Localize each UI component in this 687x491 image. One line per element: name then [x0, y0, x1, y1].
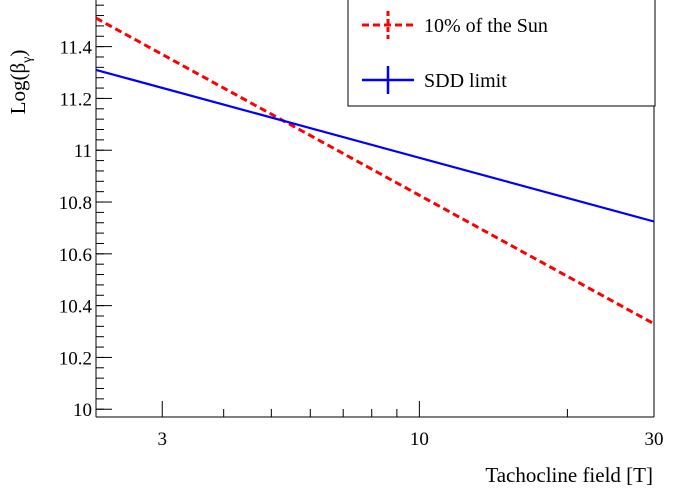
y-tick-label: 10.2	[59, 348, 92, 369]
legend-box	[347, 0, 656, 107]
ticks-group: 10 10.2 10.4 10.6 10.8 11 11.2 11.4 3 10 30	[59, 4, 664, 450]
y-tick-label: 10	[73, 400, 92, 421]
y-axis-title-subscript: γ	[20, 57, 35, 64]
x-tick-label: 30	[645, 429, 664, 450]
y-tick-label: 11.4	[59, 38, 92, 59]
legend-label-sdd-limit: SDD limit	[424, 70, 507, 92]
legend-label-10pct-sun: 10% of the Sun	[424, 15, 548, 37]
x-tick-label: 10	[410, 429, 429, 450]
y-tick-label: 10.6	[59, 245, 92, 266]
x-axis-title: Tachocline field [T]	[485, 463, 653, 487]
x-tick-label: 3	[157, 429, 167, 450]
y-axis-title-main: Log(β	[6, 63, 30, 115]
series-line-sdd-limit	[95, 68, 655, 223]
legend: 10% of the Sun SDD limit	[347, 0, 656, 107]
y-tick-label: 11.2	[59, 89, 92, 110]
y-tick-label: 10.8	[59, 193, 92, 214]
y-axis-title-close: )	[6, 50, 30, 57]
y-axis-title: Log(βγ)	[6, 50, 35, 115]
y-tick-label: 10.4	[59, 297, 93, 318]
y-tick-label: 11	[74, 141, 92, 162]
series-line-10pct-sun	[95, 16, 655, 326]
series-group	[95, 16, 655, 326]
